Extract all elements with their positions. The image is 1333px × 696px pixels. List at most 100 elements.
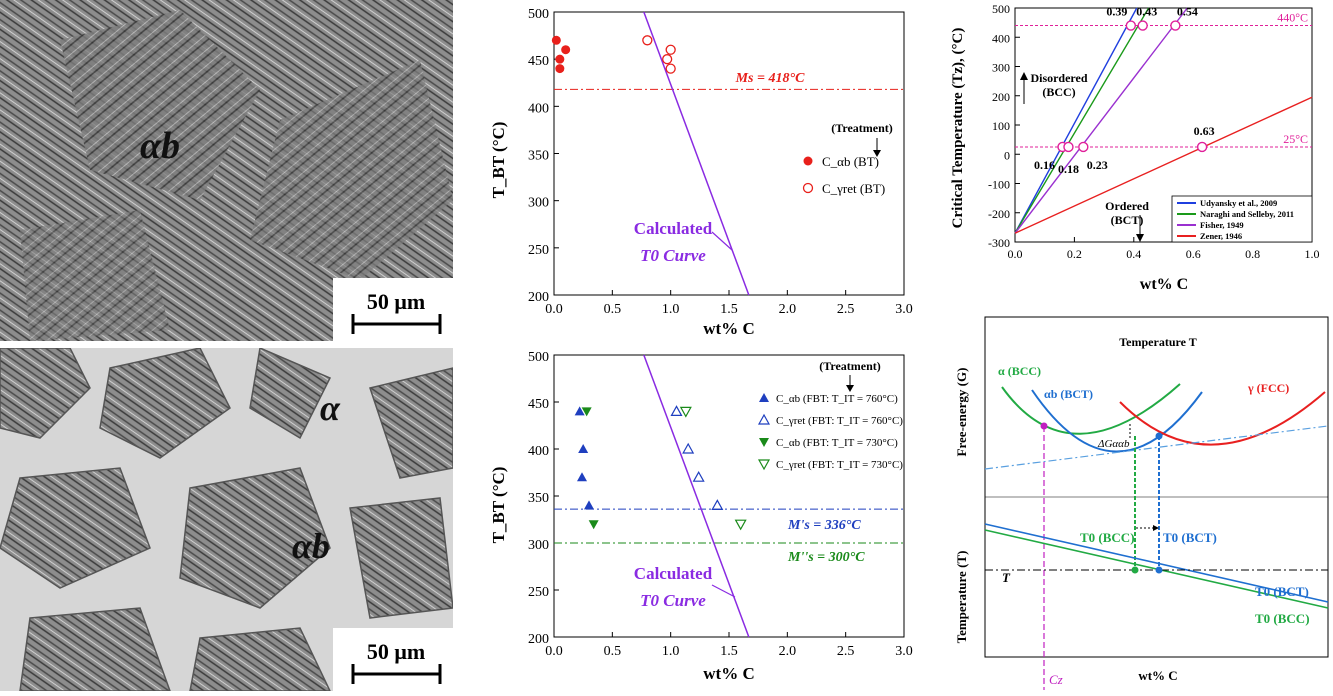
t0-label-2: T0 Curve (640, 246, 706, 265)
common-tangent-line (984, 425, 1329, 470)
x-tick-label: 2.5 (837, 644, 855, 659)
t0-bct-right-label: T0 (BCT) (1255, 584, 1309, 599)
x-tick-label: 1.5 (720, 644, 738, 659)
t0-bct-line (984, 523, 1329, 603)
intersection-label: 0.23 (1087, 158, 1108, 172)
legend-entry: Udyansky et al., 2009 (1200, 198, 1277, 208)
schematic-svg: Temperature T Free-energy (G) Temperatur… (954, 316, 1329, 690)
intersection-marker (1078, 141, 1089, 153)
gamma-fcc-label: γ (FCC) (1247, 381, 1289, 395)
data-point (711, 499, 724, 510)
legend-entry: C_γret (BT) (822, 181, 885, 196)
y-tick-label: 450 (528, 54, 549, 69)
x-tick-label: 0.8 (1245, 247, 1260, 261)
y-tick-label: 300 (528, 196, 549, 211)
chart-tbt-bt: 0.0 0.5 1.0 1.5 2.0 2.5 3.0 200 250 300 350 400 450 5… (470, 0, 920, 345)
y-tick-label: 350 (528, 149, 549, 164)
data-point (584, 500, 594, 510)
legend-entry: Zener, 1946 (1200, 231, 1242, 241)
series-line (1014, 7, 1150, 234)
data-point (577, 472, 587, 482)
data-point (561, 45, 571, 55)
t0-curve (643, 11, 750, 296)
alpha-bcc-label: α (BCC) (998, 364, 1041, 378)
data-point (670, 405, 683, 417)
gamma-fcc-curve (1119, 391, 1326, 446)
x-tick-label: 0.5 (604, 302, 622, 317)
x-tick-label: 2.0 (779, 302, 797, 317)
disordered-label: Disordered (1030, 71, 1087, 85)
y-tick-label: 500 (528, 350, 549, 365)
data-point (662, 54, 673, 65)
intersection-marker (1196, 141, 1208, 153)
legend-marker (759, 393, 769, 402)
t0-bcc-mid-label: T0 (BCC) (1080, 530, 1135, 545)
ms-prime-label: M's = 336°C (787, 518, 861, 533)
legend-marker (757, 413, 771, 425)
intersection-marker (1063, 141, 1074, 153)
y-tick-label: 500 (992, 2, 1010, 16)
delta-g-label: ΔGααb (1097, 438, 1130, 450)
chart-tbt-bt-svg: 0.0 0.5 1.0 1.5 2.0 2.5 3.0 200 250 300 350 400 450 5… (489, 7, 913, 338)
t0-curve (643, 354, 750, 638)
ordered-label: Ordered (1105, 199, 1149, 213)
intersection-label: 0.18 (1058, 162, 1079, 176)
chart-tbt-fbt-svg: 0.0 0.5 1.0 1.5 2.0 2.5 3.0 200 250 300 350 400 450 5… (489, 350, 913, 683)
y-axis-label: T_BT (°C) (489, 122, 508, 199)
intersection-marker (1170, 20, 1181, 31)
t0-bct-top-marker (1155, 432, 1163, 440)
x-tick-label: 3.0 (895, 644, 913, 659)
legend-entry: C_γret (FBT: T_IT = 730°C) (776, 459, 903, 471)
legend-entry: C_αb (FBT: T_IT = 730°C) (776, 437, 898, 449)
x-tick-label: 0.0 (545, 644, 563, 659)
intersection-label: 0.63 (1194, 124, 1215, 138)
phase-label-alpha-b-bottom: αb (292, 526, 330, 566)
t0-label-1: Calculated (634, 564, 713, 583)
legend-marker (759, 438, 769, 447)
y-tick-label: 200 (528, 632, 549, 647)
x-tick-label: 1.0 (662, 302, 680, 317)
data-point (665, 63, 676, 74)
intersection-marker (1137, 20, 1148, 31)
y-tick-label: 300 (992, 61, 1010, 75)
x-axis-label: wt% C (703, 319, 754, 338)
schematic-xlabel: wt% C (1138, 668, 1177, 683)
t0-bcc-right-label: T0 (BCC) (1255, 611, 1310, 626)
x-tick-label: 0.4 (1126, 247, 1141, 261)
chart-critical-temp: 0.0 0.2 0.4 0.6 0.8 1.0 -300 -200 -100 0 100 200 300… (940, 0, 1333, 300)
alpha-b-bct-curve (1031, 389, 1203, 453)
series-line (1014, 7, 1138, 234)
y-tick-label: -100 (988, 178, 1010, 192)
x-tick-label: 0.5 (604, 644, 622, 659)
y-tick-label: 450 (528, 397, 549, 412)
y-tick-label: 400 (992, 31, 1010, 45)
y-tick-label: 250 (528, 585, 549, 600)
legend-marker-filled-circle (803, 156, 813, 166)
ms-line-label: Ms = 418°C (735, 71, 805, 86)
chart-critical-temp-svg: 0.0 0.2 0.4 0.6 0.8 1.0 -300 -200 -100 0 100 200 300… (950, 2, 1320, 293)
y-tick-label: 200 (992, 90, 1010, 104)
phase-label-alpha: α (320, 388, 341, 428)
intersection-label: 0.43 (1136, 5, 1157, 19)
legend-entry: C_αb (FBT: T_IT = 760°C) (776, 393, 898, 405)
legend-title: (Treatment) (831, 121, 893, 135)
y-tick-label: 400 (528, 101, 549, 116)
data-point (665, 44, 676, 55)
x-tick-label: 3.0 (895, 302, 913, 317)
x-tick-label: 0.2 (1067, 247, 1082, 261)
data-point (574, 406, 585, 416)
reference-line-label: 25°C (1283, 132, 1308, 146)
phase-label-alpha-b-top: αb (140, 125, 180, 167)
x-tick-label: 1.0 (662, 644, 680, 659)
intersection-label: 0.16 (1034, 158, 1055, 172)
x-axis-label: wt% C (1140, 276, 1188, 293)
micrograph-top: 50 μm αb (0, 0, 453, 341)
y-tick-label: 350 (528, 491, 549, 506)
data-point (588, 520, 599, 530)
data-point (555, 64, 565, 74)
chart-tbt-fbt: 0.0 0.5 1.0 1.5 2.0 2.5 3.0 200 250 300 350 400 450 5… (470, 345, 920, 691)
scale-bar-label-bottom: 50 μm (367, 639, 425, 664)
t0-bct-mid-label: T0 (BCT) (1163, 530, 1217, 545)
series-line (1014, 7, 1188, 234)
data-point (679, 406, 692, 418)
